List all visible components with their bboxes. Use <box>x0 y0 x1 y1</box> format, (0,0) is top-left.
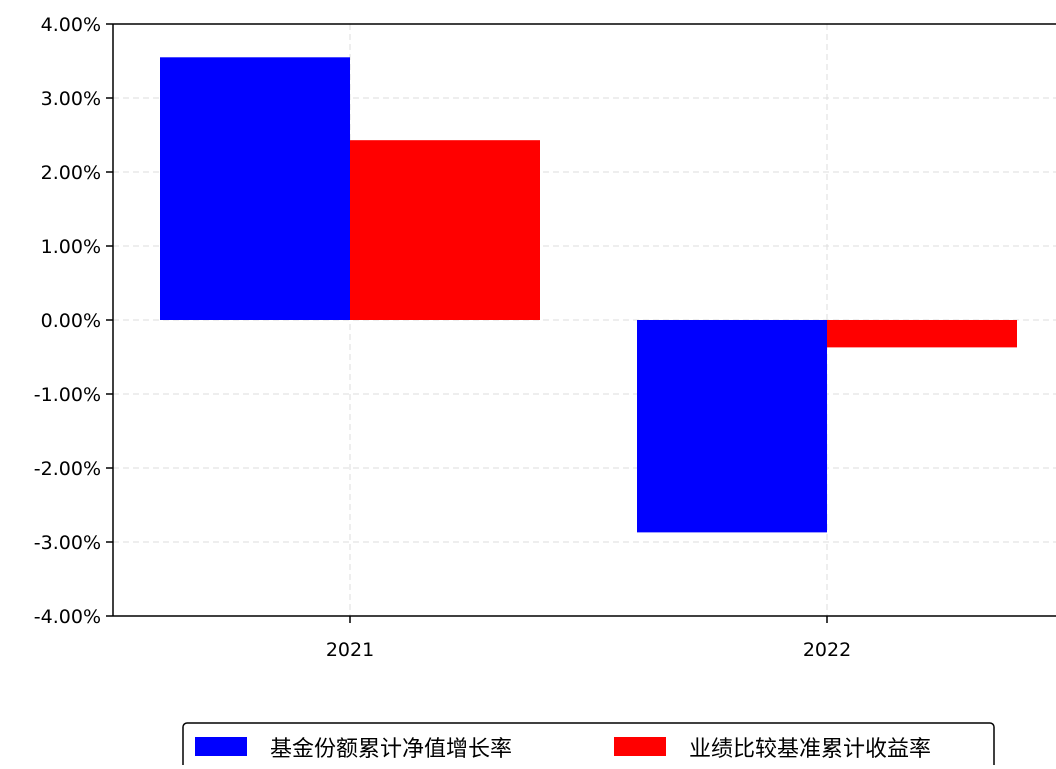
x-tick-label: 2022 <box>803 639 851 661</box>
y-tick-label: 1.00% <box>41 236 101 258</box>
y-tick-label: -1.00% <box>34 384 101 406</box>
legend-box <box>182 722 995 769</box>
y-tick-label: 0.00% <box>41 310 101 332</box>
axes-layer: 4.00% 3.00% 2.00% 1.00% 0.00% -1.00% -2.00% -3.… <box>34 14 1056 661</box>
y-tick-label: -4.00% <box>34 606 101 628</box>
y-tick-label: -3.00% <box>34 532 101 554</box>
bar-2021-series-1 <box>160 57 350 321</box>
legend-swatch-1 <box>195 737 247 756</box>
legend-swatch-2 <box>614 737 666 756</box>
bar-2022-series-2 <box>827 320 1017 348</box>
y-tick-label: -2.00% <box>34 458 101 480</box>
legend: 基金份额累计净值增长率 业绩比较基准累计收益率 <box>182 722 995 769</box>
x-tick-label: 2021 <box>326 639 374 661</box>
y-tick-label: 4.00% <box>41 14 101 36</box>
bars-layer <box>160 57 1017 533</box>
legend-label-1: 基金份额累计净值增长率 <box>270 737 512 762</box>
y-tick-label: 3.00% <box>41 88 101 110</box>
bar-2022-series-1 <box>637 320 827 533</box>
y-tick-label: 2.00% <box>41 162 101 184</box>
bar-2021-series-2 <box>350 140 540 320</box>
legend-label-2: 业绩比较基准累计收益率 <box>689 737 931 762</box>
